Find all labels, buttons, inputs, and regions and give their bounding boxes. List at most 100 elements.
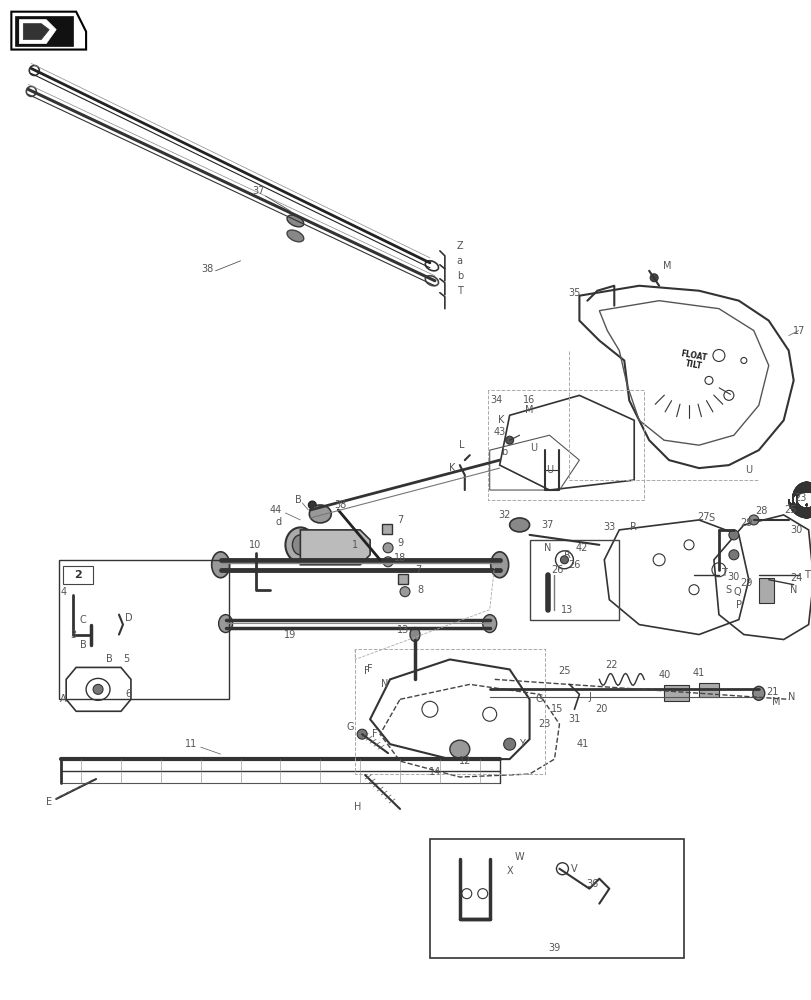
Text: U: U	[545, 465, 552, 475]
Text: U: U	[744, 465, 752, 475]
Bar	[397, 574, 407, 584]
Ellipse shape	[490, 552, 508, 578]
Bar	[382, 524, 392, 534]
Text: T: T	[803, 570, 809, 580]
Text: A: A	[60, 694, 67, 704]
Text: Z: Z	[456, 241, 462, 251]
Ellipse shape	[650, 274, 658, 282]
Text: 44: 44	[269, 505, 281, 515]
Polygon shape	[24, 24, 49, 40]
Text: H: H	[354, 802, 362, 812]
Text: 8: 8	[416, 585, 423, 595]
Ellipse shape	[383, 543, 393, 553]
Text: N: N	[789, 585, 796, 595]
Ellipse shape	[509, 518, 529, 532]
Text: 29: 29	[740, 518, 752, 528]
Polygon shape	[15, 16, 73, 46]
Text: 3: 3	[70, 630, 76, 640]
Text: FLOAT: FLOAT	[680, 349, 707, 362]
Text: 43: 43	[493, 427, 505, 437]
Text: d: d	[275, 517, 281, 527]
Text: 2: 2	[74, 570, 82, 580]
Text: 39: 39	[547, 943, 560, 953]
Ellipse shape	[400, 587, 410, 597]
Text: E: E	[46, 797, 52, 807]
Text: 30: 30	[727, 572, 739, 582]
Text: X: X	[506, 866, 513, 876]
Text: T: T	[720, 568, 726, 578]
Text: 38: 38	[201, 264, 213, 274]
Text: W: W	[514, 852, 524, 862]
Text: 19: 19	[284, 630, 296, 640]
Text: 13: 13	[397, 625, 409, 635]
Text: 7: 7	[414, 565, 421, 575]
Text: N: N	[381, 679, 388, 689]
Text: 26: 26	[568, 560, 580, 570]
Text: S: S	[707, 513, 713, 523]
Ellipse shape	[357, 729, 367, 739]
Text: a: a	[457, 256, 462, 266]
Polygon shape	[300, 530, 370, 565]
Text: G: G	[346, 722, 354, 732]
Bar	[429, 839, 683, 958]
Ellipse shape	[309, 505, 331, 523]
Ellipse shape	[728, 530, 738, 540]
Text: M: M	[771, 697, 780, 707]
Text: 7: 7	[397, 515, 402, 525]
Text: G: G	[535, 694, 543, 704]
Text: 23: 23	[793, 493, 806, 503]
Ellipse shape	[308, 501, 316, 509]
Text: 31: 31	[568, 714, 580, 724]
Text: L: L	[458, 440, 464, 450]
Text: 4: 4	[60, 587, 67, 597]
Text: N: N	[543, 543, 551, 553]
Text: 16: 16	[523, 395, 535, 405]
Text: T: T	[457, 286, 462, 296]
Text: b: b	[456, 271, 462, 281]
Text: 41: 41	[576, 739, 588, 749]
Ellipse shape	[752, 686, 764, 700]
Text: b: b	[501, 447, 507, 457]
Ellipse shape	[212, 552, 230, 578]
Text: B: B	[294, 495, 302, 505]
Text: 21: 21	[766, 687, 778, 697]
Text: F: F	[367, 664, 372, 674]
Text: R: R	[629, 522, 636, 532]
Ellipse shape	[449, 740, 470, 758]
Polygon shape	[19, 20, 56, 44]
Ellipse shape	[285, 527, 315, 562]
Ellipse shape	[483, 615, 496, 633]
Text: 1: 1	[352, 540, 358, 550]
Text: B: B	[105, 654, 112, 664]
Ellipse shape	[292, 535, 308, 555]
Text: U: U	[530, 443, 536, 453]
Text: 38: 38	[333, 500, 346, 510]
Ellipse shape	[383, 557, 393, 567]
Ellipse shape	[503, 738, 515, 750]
Text: Y: Y	[518, 739, 524, 749]
Bar	[59, 560, 229, 699]
Bar	[63, 566, 93, 584]
Ellipse shape	[286, 215, 303, 227]
Text: 32: 32	[498, 510, 510, 520]
Text: 25: 25	[783, 505, 796, 515]
Text: 42: 42	[574, 543, 587, 553]
Ellipse shape	[505, 436, 513, 444]
Ellipse shape	[560, 556, 568, 564]
Text: 41: 41	[692, 668, 704, 678]
Text: 24: 24	[789, 573, 802, 583]
Text: 17: 17	[792, 326, 804, 336]
Text: P: P	[735, 600, 741, 610]
Text: 40: 40	[659, 670, 671, 680]
Text: 23: 23	[538, 719, 550, 729]
Text: S: S	[725, 585, 731, 595]
Bar	[757, 578, 773, 603]
Text: 37: 37	[252, 186, 264, 196]
Ellipse shape	[728, 550, 738, 560]
Text: 5: 5	[122, 654, 129, 664]
Text: 29: 29	[740, 578, 752, 588]
Text: C: C	[79, 615, 87, 625]
Text: 9: 9	[397, 538, 402, 548]
Text: 27: 27	[697, 512, 710, 522]
Text: TILT: TILT	[684, 360, 702, 371]
